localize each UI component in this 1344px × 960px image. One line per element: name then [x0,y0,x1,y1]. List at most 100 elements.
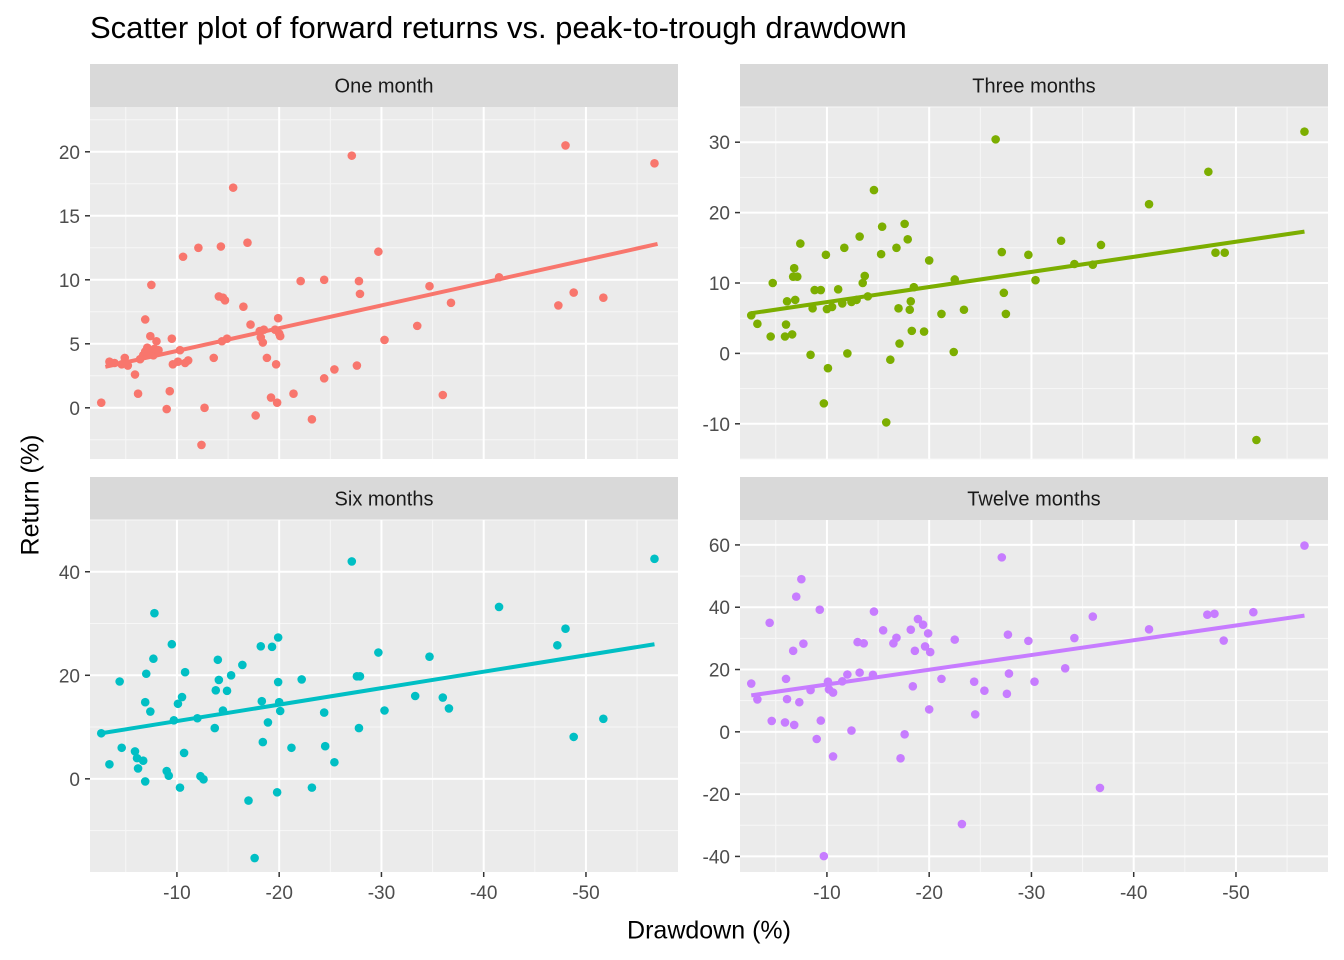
facet-strip-label: Three months [972,76,1095,98]
data-point [782,297,792,306]
data-point [1001,309,1011,319]
data-point [900,219,909,229]
data-point [766,332,775,341]
data-point [768,278,778,288]
data-point [180,667,190,677]
data-point [438,390,448,400]
data-point [214,675,224,685]
data-point [876,249,886,259]
data-point [923,629,933,638]
panel-twelve-months: Twelve months -10 -20 -30 -40 -50 -40 -20 0 20 40 6… [703,477,1328,904]
y-tick-label: -10 [703,415,730,436]
data-point [355,289,365,299]
data-point [162,404,171,414]
data-point [780,332,790,341]
data-point [1024,250,1033,260]
data-point [1056,236,1066,246]
data-point [374,648,383,657]
y-tick-label: 0 [69,770,80,791]
trend-line [104,242,658,369]
panel-background [90,520,678,872]
data-point [937,674,946,684]
data-point [130,747,140,756]
data-point [819,399,829,408]
data-point [200,403,209,413]
data-point [949,347,959,357]
data-point [105,760,114,769]
data-point [347,557,357,566]
x-axis-label: Drawdown (%) [627,916,791,945]
data-point [256,642,266,651]
data-point [937,309,946,319]
data-point [275,331,285,341]
data-point [1095,783,1105,793]
y-tick-label: 20 [709,661,730,682]
data-point [869,607,879,616]
data-point [147,280,156,290]
data-point [810,285,819,295]
data-point [819,851,829,861]
data-point [167,334,177,343]
data-point [243,238,252,247]
data-point [140,697,150,707]
data-point [561,624,570,634]
panel-one-month: One month 0 5 10 15 20 [59,64,678,459]
data-point [833,285,843,294]
y-tick-label: 5 [69,335,80,356]
data-point [900,730,909,739]
data-point [959,305,969,315]
y-tick-label: 30 [709,133,730,154]
data-point [175,783,185,792]
panel-background [740,520,1328,872]
data-point [906,625,916,634]
data-point [886,355,895,365]
data-point [780,718,790,727]
data-point [130,370,140,379]
x-tick-label: -20 [265,883,292,904]
data-point [828,688,838,697]
y-tick-label: 60 [709,536,730,557]
data-point [970,710,980,719]
data-point [267,642,277,652]
data-point [792,272,802,281]
data-point [266,393,276,402]
data-point [765,618,774,628]
data-point [1249,607,1258,617]
data-point [410,691,420,701]
data-point [847,726,856,735]
data-point [258,338,268,347]
data-point [220,295,230,305]
data-point [1060,663,1070,673]
trend-line [750,229,1305,316]
facet-strip-label: Six months [335,489,434,511]
facet-strip [90,477,678,520]
x-tick-label: -10 [813,883,840,904]
data-point [1300,127,1309,136]
data-point [913,614,923,624]
data-point [823,363,833,373]
data-point [251,411,260,420]
data-point [843,349,852,358]
data-point [150,608,159,618]
x-tick-label: -40 [470,883,497,904]
data-point [860,271,870,281]
data-point [767,716,777,726]
data-point [1211,248,1220,258]
data-point [843,670,852,679]
data-point [117,743,127,753]
y-tick-label: 20 [709,204,730,225]
data-point [209,353,219,363]
data-point [910,646,920,656]
data-point [906,297,916,306]
data-point [352,361,362,370]
data-point [997,553,1007,562]
x-tick-label: -30 [368,883,395,904]
data-point [892,633,901,643]
data-point [789,263,799,273]
data-point [138,756,148,766]
data-point [553,640,562,650]
data-point [969,677,979,686]
data-point [307,783,317,792]
data-point [183,356,193,365]
